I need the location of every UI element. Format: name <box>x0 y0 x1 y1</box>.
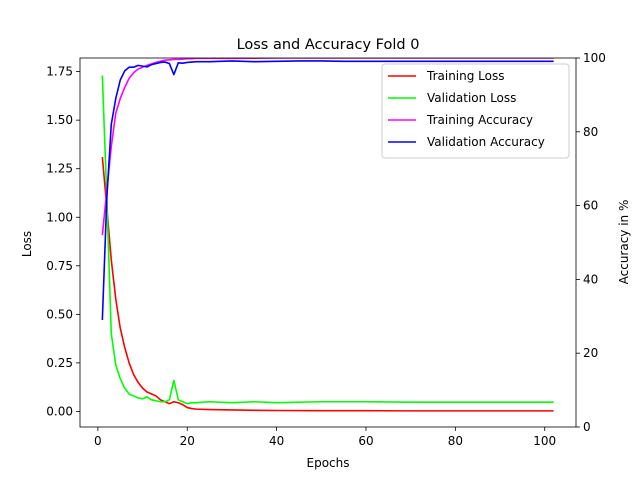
y-axis-label-right: Accuracy in % <box>617 200 631 285</box>
y-tick-label-right: 100 <box>583 51 606 65</box>
series-line-training-loss <box>101 156 554 412</box>
y-tick-label-right: 0 <box>583 420 591 434</box>
series-line-training-accuracy <box>101 58 554 236</box>
y-tick-label-right: 60 <box>583 199 598 213</box>
x-tick-label: 40 <box>269 434 284 448</box>
y-tick-label-right: 80 <box>583 125 598 139</box>
series-line-validation-accuracy <box>101 60 554 321</box>
y-tick-label-left: 0.50 <box>46 307 73 321</box>
x-tick-label: 0 <box>94 434 102 448</box>
y-tick-label-left: 1.50 <box>46 113 73 127</box>
y-tick-label-right: 20 <box>583 346 598 360</box>
legend-label: Training Loss <box>426 69 504 83</box>
legend-box <box>381 63 570 159</box>
series-line-validation-loss <box>101 75 554 405</box>
plot-lines <box>101 58 554 412</box>
legend: Training Loss Validation Loss Training Acc… <box>381 63 570 159</box>
x-axis: 0 20 40 60 80 100 <box>94 427 556 448</box>
y-tick-label-left: 0.00 <box>46 404 73 418</box>
y-tick-label-left: 1.75 <box>46 65 73 79</box>
legend-label: Validation Accuracy <box>427 135 545 149</box>
legend-label: Validation Loss <box>427 91 516 105</box>
y-tick-label-left: 1.25 <box>46 162 73 176</box>
x-tick-label: 60 <box>358 434 373 448</box>
y-tick-label-right: 40 <box>583 272 598 286</box>
legend-label: Training Accuracy <box>426 113 533 127</box>
y-tick-label-left: 0.75 <box>46 259 73 273</box>
y-tick-label-left: 1.00 <box>46 210 73 224</box>
y-tick-label-left: 0.25 <box>46 356 73 370</box>
y-axis-right: 0 20 40 60 80 100 <box>576 51 606 434</box>
chart-title: Loss and Accuracy Fold 0 <box>237 37 420 53</box>
y-axis-label-left: Loss <box>20 231 34 257</box>
plot-frame <box>79 57 577 428</box>
x-tick-label: 20 <box>180 434 195 448</box>
x-tick-label: 100 <box>533 434 556 448</box>
x-tick-label: 80 <box>448 434 463 448</box>
y-axis-left: 0.00 0.25 0.50 0.75 1.00 1.25 1.50 1.75 <box>46 65 80 418</box>
x-axis-label: Epochs <box>307 456 350 470</box>
